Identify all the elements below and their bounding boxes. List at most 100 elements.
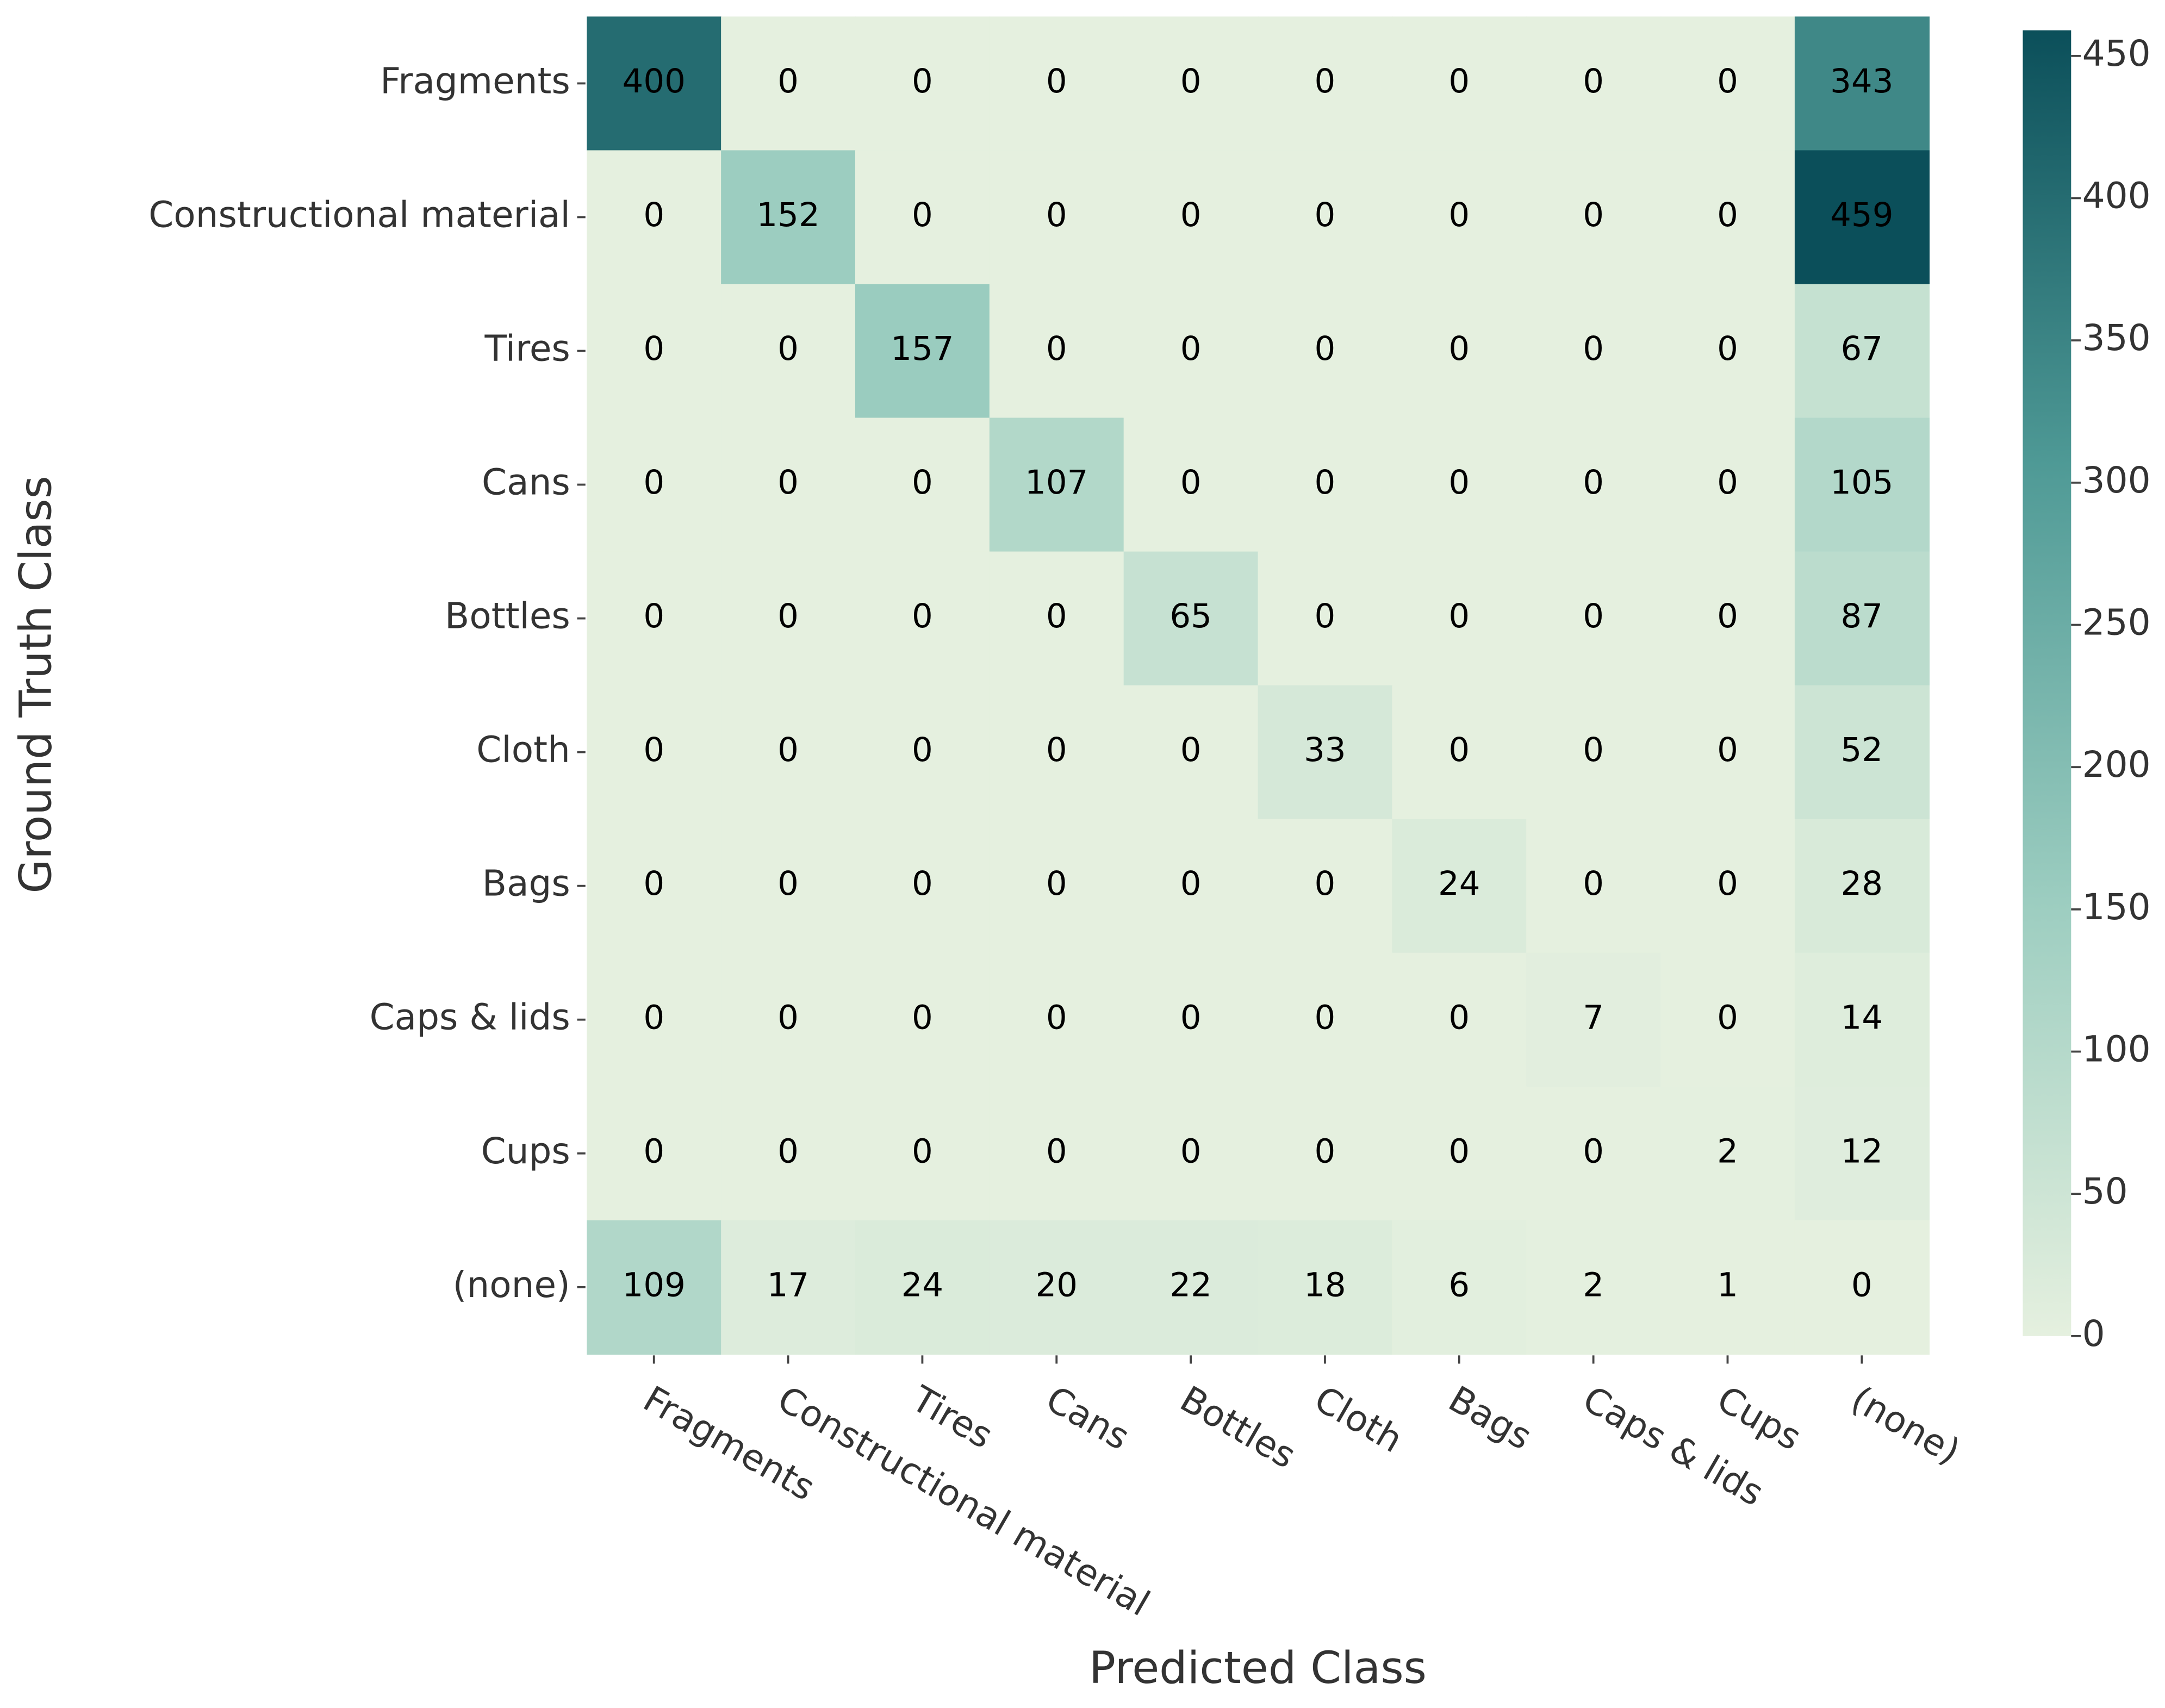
cell-label: 0 xyxy=(643,597,664,635)
cell-label: 0 xyxy=(1315,463,1336,502)
cell-label: 0 xyxy=(1315,597,1336,635)
heatmap-cell xyxy=(1258,952,1393,1087)
cell-label: 0 xyxy=(1448,597,1470,635)
heatmap-cell xyxy=(587,1220,722,1355)
cell-label: 0 xyxy=(1448,731,1470,769)
y-tick-label: Cups xyxy=(481,1130,570,1172)
heatmap-cell xyxy=(1794,551,1930,686)
y-tick-label: Constructional material xyxy=(148,194,570,236)
colorbar-tick-label: 350 xyxy=(2082,317,2151,359)
cell-label: 0 xyxy=(777,864,799,903)
heatmap-cell xyxy=(1794,16,1930,151)
heatmap-cell xyxy=(989,417,1124,552)
cell-label: 6 xyxy=(1448,1266,1470,1304)
heatmap-cell xyxy=(721,150,856,285)
heatmap-cell xyxy=(1392,952,1527,1087)
cell-label: 0 xyxy=(1717,998,1738,1037)
cell-label: 0 xyxy=(1046,998,1067,1037)
y-tick-label: Cloth xyxy=(476,729,570,771)
heatmap-cell xyxy=(1258,685,1393,820)
heatmap-cell xyxy=(587,417,722,552)
heatmap-cell xyxy=(989,1220,1124,1355)
cell-label: 0 xyxy=(912,597,933,635)
heatmap-cell xyxy=(1660,284,1796,419)
cell-label: 0 xyxy=(1583,731,1604,769)
heatmap-cell xyxy=(1526,952,1662,1087)
heatmap-cell xyxy=(1660,417,1796,552)
cell-label: 12 xyxy=(1841,1132,1883,1170)
cell-label: 14 xyxy=(1841,998,1883,1037)
heatmap-cell xyxy=(1794,1220,1930,1355)
cell-label: 22 xyxy=(1169,1266,1212,1304)
cell-label: 0 xyxy=(1583,463,1604,502)
x-tick-label: Tires xyxy=(904,1377,1000,1457)
cell-label: 0 xyxy=(912,731,933,769)
cell-label: 0 xyxy=(1046,329,1067,368)
heatmap-cell xyxy=(1392,819,1527,953)
heatmap-cell xyxy=(1392,1086,1527,1221)
heatmap-cell xyxy=(855,417,991,552)
cell-label: 0 xyxy=(1180,864,1202,903)
heatmap-cell xyxy=(721,417,856,552)
heatmap-cell xyxy=(1794,1086,1930,1221)
cell-label: 7 xyxy=(1583,998,1604,1037)
cell-label: 0 xyxy=(1583,329,1604,368)
cell-label: 105 xyxy=(1830,463,1893,502)
heatmap-cell xyxy=(855,150,991,285)
heatmap-cell xyxy=(855,952,991,1087)
cell-label: 0 xyxy=(1583,196,1604,234)
cell-label: 0 xyxy=(1046,196,1067,234)
cell-label: 0 xyxy=(1180,196,1202,234)
colorbar-tick-label: 300 xyxy=(2082,459,2151,501)
cell-label: 0 xyxy=(912,998,933,1037)
heatmap-cell xyxy=(855,16,991,151)
heatmap-cell xyxy=(1392,284,1527,419)
cell-label: 107 xyxy=(1025,463,1088,502)
y-tick-label: (none) xyxy=(453,1264,570,1306)
colorbar-tick-label: 0 xyxy=(2082,1313,2105,1355)
cell-label: 0 xyxy=(643,463,664,502)
heatmap-cell xyxy=(721,551,856,686)
y-tick-label: Caps & lids xyxy=(370,996,570,1038)
heatmap-cell xyxy=(1526,150,1662,285)
cell-label: 459 xyxy=(1830,196,1893,234)
heatmap-cell xyxy=(587,952,722,1087)
cell-label: 24 xyxy=(1438,864,1480,903)
heatmap-cell xyxy=(1526,16,1662,151)
cell-label: 0 xyxy=(1717,62,1738,101)
cell-label: 0 xyxy=(1717,463,1738,502)
heatmap-cell xyxy=(989,1086,1124,1221)
x-tick-label: Bags xyxy=(1441,1378,1539,1458)
cell-label: 0 xyxy=(1448,62,1470,101)
heatmap-cell xyxy=(1258,1086,1393,1221)
cell-label: 0 xyxy=(777,463,799,502)
heatmap-cell xyxy=(1123,417,1259,552)
cell-label: 0 xyxy=(1046,62,1067,101)
cell-label: 0 xyxy=(643,196,664,234)
cell-label: 0 xyxy=(643,731,664,769)
heatmap-cell xyxy=(1392,551,1527,686)
heatmap-cell xyxy=(1258,150,1393,285)
cell-label: 0 xyxy=(912,196,933,234)
cell-label: 0 xyxy=(1448,1132,1470,1170)
cell-label: 0 xyxy=(1315,329,1336,368)
cell-label: 67 xyxy=(1841,329,1883,368)
heatmap-cell xyxy=(1660,952,1796,1087)
cell-label: 0 xyxy=(777,998,799,1037)
heatmap-cell xyxy=(1794,685,1930,820)
heatmap-cell xyxy=(1660,16,1796,151)
heatmap-cell xyxy=(1526,685,1662,820)
heatmap-cell xyxy=(1258,819,1393,953)
heatmap-cell xyxy=(587,819,722,953)
cell-label: 109 xyxy=(623,1266,686,1304)
heatmap-cell xyxy=(1392,150,1527,285)
cell-label: 0 xyxy=(1448,463,1470,502)
cell-label: 0 xyxy=(643,1132,664,1170)
colorbar-tick-label: 200 xyxy=(2082,744,2151,786)
colorbar-tick-label: 100 xyxy=(2082,1028,2151,1070)
colorbar-tick-label: 450 xyxy=(2082,33,2151,74)
cell-label: 87 xyxy=(1841,597,1883,635)
heatmap-cell xyxy=(1392,16,1527,151)
cell-label: 152 xyxy=(756,196,819,234)
cell-label: 0 xyxy=(1717,597,1738,635)
